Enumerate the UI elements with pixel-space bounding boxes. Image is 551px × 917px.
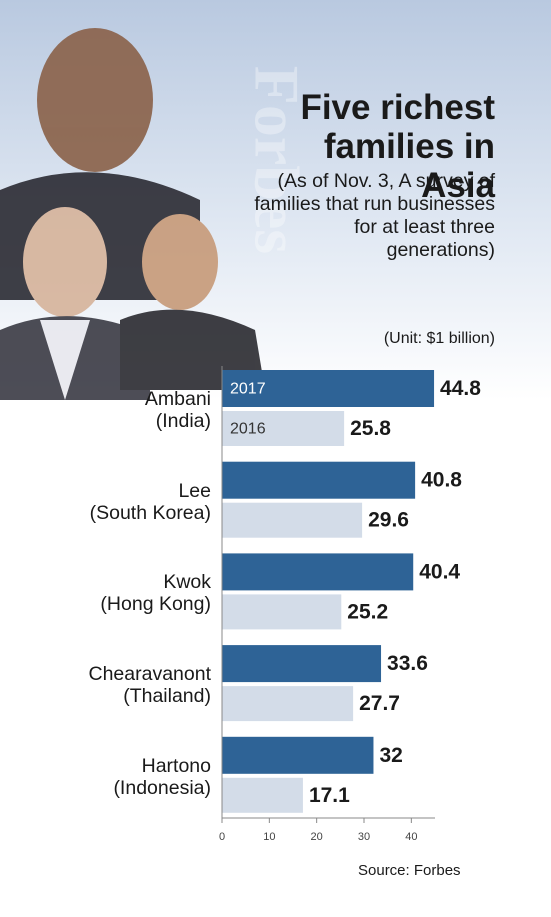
x-tick-label: 10 (263, 831, 275, 843)
value-label: 17.1 (309, 784, 350, 807)
x-tick-label: 40 (405, 831, 417, 843)
chart-title: Five richest families in Asia (300, 88, 495, 205)
legend-label: 2016 (230, 421, 266, 438)
photo-figures (0, 28, 265, 400)
bar (222, 411, 345, 446)
source: Source: Forbes (358, 862, 461, 879)
value-label: 40.8 (421, 469, 462, 492)
chart-subtitle: (As of Nov. 3, A survey of families that… (254, 170, 495, 261)
value-label: 25.2 (347, 600, 388, 623)
value-label: 32 (379, 744, 402, 767)
bar (222, 777, 303, 813)
category-label: Kwok (Hong Kong) (100, 571, 211, 616)
category-label: Ambani (India) (144, 388, 211, 432)
bar (222, 736, 374, 774)
bar (222, 645, 382, 683)
value-label: 33.6 (387, 652, 428, 675)
category-label: Lee (South Korea) (89, 479, 211, 524)
x-tick-label: 0 (219, 831, 225, 843)
value-label: 40.4 (419, 560, 460, 583)
bar (222, 594, 342, 630)
value-label: 27.7 (359, 692, 400, 715)
value-label: 29.6 (368, 509, 409, 532)
category-label: Hartono (Indonesia) (113, 754, 211, 799)
category-label: Chearavanont (Thailand) (88, 663, 211, 708)
x-tick-label: 30 (358, 831, 370, 843)
watermark: Forbes (241, 66, 312, 254)
bar (222, 370, 435, 407)
bar (222, 553, 414, 591)
x-tick-label: 20 (311, 831, 323, 843)
bar (222, 502, 363, 538)
legend-label: 2017 (230, 381, 266, 398)
bar (222, 461, 416, 499)
value-label: 25.8 (350, 417, 391, 440)
bar (222, 686, 354, 722)
unit-label: (Unit: $1 billion) (383, 330, 495, 347)
value-label: 44.8 (440, 377, 481, 400)
